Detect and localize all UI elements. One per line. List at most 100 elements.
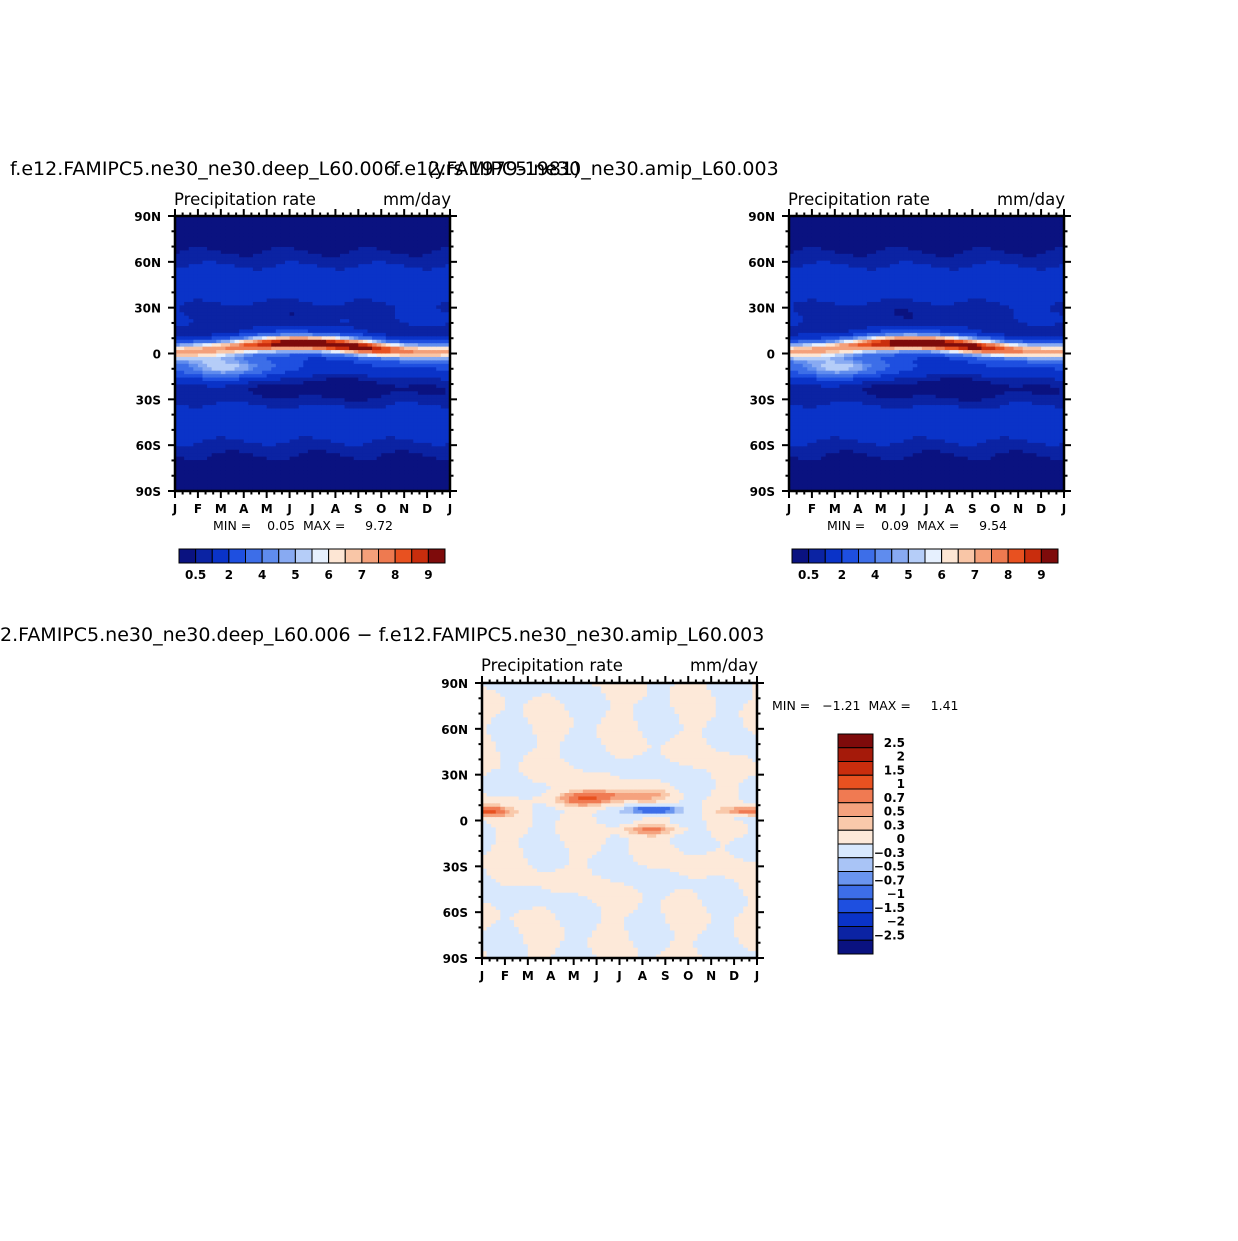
- heatmap-cell: [216, 353, 222, 358]
- heatmap-cell: [257, 240, 263, 245]
- heatmap-cell: [294, 408, 300, 413]
- heatmap-cell: [197, 216, 204, 221]
- heatmap-cell: [317, 222, 323, 227]
- heatmap-cell: [188, 336, 194, 341]
- heatmap-cell: [175, 240, 181, 245]
- heatmap-cell: [188, 466, 194, 471]
- heatmap-cell: [344, 246, 350, 251]
- heatmap-cell: [266, 394, 272, 399]
- heatmap-cell: [307, 288, 314, 293]
- heatmap-cell: [211, 356, 217, 361]
- heatmap-cell: [193, 370, 199, 375]
- heatmap-cell: [404, 281, 410, 286]
- heatmap-cell: [376, 301, 382, 306]
- heatmap-cell: [197, 329, 204, 334]
- heatmap-cell: [326, 226, 332, 231]
- heatmap-cell: [271, 281, 277, 286]
- heatmap-cell: [340, 281, 346, 286]
- heatmap-cell: [252, 250, 259, 255]
- heatmap-cell: [349, 408, 355, 413]
- heatmap-cell: [207, 343, 213, 348]
- heatmap-cell: [445, 346, 450, 351]
- heatmap-cell: [362, 343, 369, 348]
- heatmap-cell: [262, 363, 268, 368]
- heatmap-cell: [285, 233, 291, 238]
- heatmap-cell: [349, 356, 355, 361]
- heatmap-cell: [234, 329, 240, 334]
- heatmap-cell: [344, 315, 350, 320]
- heatmap-cell: [422, 367, 428, 372]
- heatmap-cell: [271, 367, 277, 372]
- heatmap-cell: [257, 439, 263, 444]
- heatmap-cell: [202, 216, 208, 221]
- heatmap-cell: [344, 236, 350, 241]
- heatmap-cell: [362, 456, 369, 461]
- heatmap-cell: [422, 222, 428, 227]
- heatmap-cell: [239, 422, 245, 427]
- heatmap-cell: [193, 470, 199, 475]
- heatmap-cell: [340, 439, 346, 444]
- heatmap-cell: [275, 360, 282, 365]
- heatmap-cell: [445, 466, 450, 471]
- heatmap-cell: [395, 322, 401, 327]
- heatmap-cell: [211, 415, 217, 420]
- heatmap-cell: [317, 326, 323, 331]
- heatmap-cell: [440, 422, 447, 427]
- heatmap-cell: [335, 405, 341, 410]
- heatmap-cell: [202, 460, 208, 465]
- heatmap-cell: [404, 411, 410, 416]
- heatmap-cell: [385, 250, 392, 255]
- heatmap-cell: [193, 442, 199, 447]
- heatmap-cell: [239, 281, 245, 286]
- heatmap-cell: [211, 360, 217, 365]
- heatmap-cell: [211, 473, 217, 478]
- heatmap-cell: [431, 336, 437, 341]
- heatmap-cell: [376, 377, 382, 382]
- heatmap-cell: [312, 222, 318, 227]
- heatmap-cell: [216, 436, 222, 441]
- heatmap-cell: [349, 350, 355, 355]
- heatmap-cell: [404, 460, 410, 465]
- heatmap-cell: [303, 425, 309, 430]
- heatmap-cell: [266, 246, 272, 251]
- heatmap-cell: [294, 250, 300, 255]
- heatmap-cell: [303, 295, 309, 300]
- heatmap-cell: [321, 336, 327, 341]
- heatmap-cell: [385, 257, 392, 262]
- heatmap-cell: [243, 439, 249, 444]
- heatmap-cell: [385, 346, 392, 351]
- heatmap-cell: [307, 391, 314, 396]
- heatmap-cell: [175, 322, 181, 327]
- heatmap-cell: [413, 326, 419, 331]
- heatmap-cell: [252, 216, 259, 221]
- heatmap-cell: [312, 246, 318, 251]
- heatmap-cell: [335, 463, 341, 468]
- heatmap-cell: [307, 439, 314, 444]
- heatmap-cell: [321, 264, 327, 269]
- heatmap-cell: [252, 480, 259, 485]
- heatmap-cell: [225, 429, 231, 434]
- heatmap-cell: [294, 394, 300, 399]
- heatmap-cell: [234, 391, 240, 396]
- heatmap-cell: [188, 484, 194, 489]
- heatmap-cell: [193, 453, 199, 458]
- heatmap-cell: [376, 466, 382, 471]
- heatmap-cell: [197, 394, 204, 399]
- heatmap-cell: [184, 381, 190, 386]
- heatmap-cell: [239, 315, 245, 320]
- heatmap-cell: [230, 271, 236, 276]
- heatmap-cell: [431, 360, 437, 365]
- heatmap-cell: [275, 226, 282, 231]
- heatmap-cell: [179, 408, 185, 413]
- heatmap-cell: [211, 394, 217, 399]
- heatmap-cell: [344, 432, 350, 437]
- heatmap-cell: [367, 284, 373, 289]
- heatmap-cell: [427, 456, 433, 461]
- heatmap-cell: [225, 436, 231, 441]
- heatmap-cell: [266, 401, 272, 406]
- heatmap-cell: [436, 401, 442, 406]
- heatmap-cell: [225, 473, 231, 478]
- heatmap-cell: [422, 449, 428, 454]
- panel-a-minmax: MIN = 0.05 MAX = 9.72: [213, 518, 393, 533]
- heatmap-cell: [431, 480, 437, 485]
